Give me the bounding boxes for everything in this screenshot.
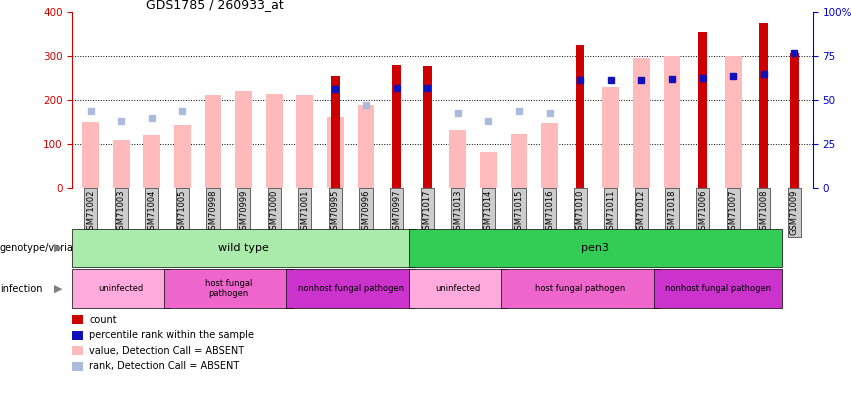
- Text: ▶: ▶: [54, 284, 62, 294]
- Text: nonhost fungal pathogen: nonhost fungal pathogen: [298, 284, 404, 293]
- Bar: [633, 58, 650, 188]
- Bar: [790, 53, 798, 188]
- Bar: [113, 140, 129, 188]
- Bar: [235, 92, 252, 188]
- Bar: [331, 76, 340, 188]
- Bar: [511, 134, 528, 188]
- Bar: [541, 123, 558, 188]
- Bar: [423, 66, 431, 188]
- Text: wild type: wild type: [218, 243, 269, 253]
- Bar: [725, 56, 741, 188]
- Bar: [576, 45, 585, 188]
- Text: nonhost fungal pathogen: nonhost fungal pathogen: [665, 284, 771, 293]
- Bar: [296, 95, 313, 188]
- Bar: [357, 104, 374, 188]
- Bar: [204, 96, 221, 188]
- Text: rank, Detection Call = ABSENT: rank, Detection Call = ABSENT: [89, 361, 240, 371]
- Bar: [664, 56, 681, 188]
- Text: uninfected: uninfected: [99, 284, 144, 293]
- Bar: [174, 125, 191, 188]
- Bar: [480, 152, 497, 188]
- Bar: [699, 32, 707, 188]
- Text: percentile rank within the sample: percentile rank within the sample: [89, 330, 254, 340]
- Text: count: count: [89, 315, 117, 325]
- Text: host fungal
pathogen: host fungal pathogen: [205, 279, 252, 298]
- Bar: [759, 23, 768, 188]
- Text: value, Detection Call = ABSENT: value, Detection Call = ABSENT: [89, 346, 244, 356]
- Text: ▶: ▶: [54, 243, 62, 253]
- Text: pen3: pen3: [581, 243, 609, 253]
- Bar: [449, 130, 466, 188]
- Bar: [603, 87, 620, 188]
- Bar: [144, 136, 160, 188]
- Bar: [83, 122, 99, 188]
- Text: genotype/variation: genotype/variation: [0, 243, 93, 253]
- Text: infection: infection: [0, 284, 43, 294]
- Bar: [392, 65, 401, 188]
- Bar: [266, 94, 283, 188]
- Text: GDS1785 / 260933_at: GDS1785 / 260933_at: [146, 0, 284, 11]
- Text: uninfected: uninfected: [435, 284, 481, 293]
- Bar: [327, 117, 344, 188]
- Text: host fungal pathogen: host fungal pathogen: [535, 284, 625, 293]
